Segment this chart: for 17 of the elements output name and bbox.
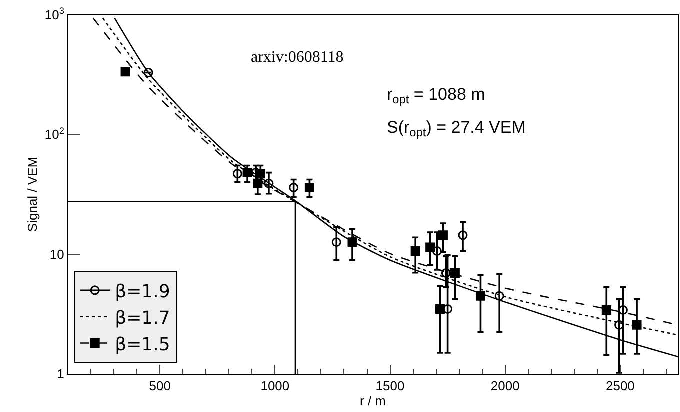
x-tick-label: 1000	[260, 378, 290, 394]
annotation: r$_{opt}$ = 1088 m	[387, 85, 486, 107]
legend-label: β=1.7	[115, 308, 170, 329]
annotation: arxiv:0608118	[251, 49, 344, 66]
legend-label: β=1.5	[115, 334, 170, 356]
y-axis-title: Signal / VEM	[24, 156, 40, 232]
y-tick-label: 1	[57, 366, 64, 382]
annotation: S(r$_{opt}$) = 27.4 VEM	[387, 118, 526, 140]
y-tick-label: 10$^{2}$	[44, 126, 64, 142]
x-tick-label: 2000	[490, 378, 520, 394]
y-tick-label: 10$^{3}$	[44, 6, 64, 23]
x-tick-label: 1500	[376, 378, 405, 394]
legend-label: β=1.9	[115, 281, 170, 302]
y-tick-label: 10	[50, 246, 64, 262]
x-tick-label: 500	[149, 378, 171, 394]
x-axis-title: r / m	[360, 394, 386, 409]
x-tick-label: 2500	[606, 378, 635, 394]
